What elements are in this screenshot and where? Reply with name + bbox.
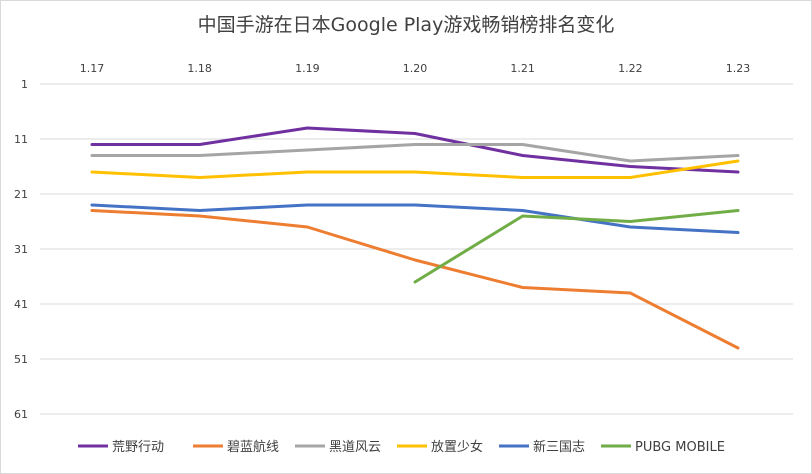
y-tick-label: 31 — [14, 243, 28, 256]
series-lines — [90, 126, 740, 350]
x-tick-label: 1.21 — [510, 62, 535, 75]
chart-title: 中国手游在日本Google Play游戏畅销榜排名变化 — [198, 14, 615, 36]
x-tick-label: 1.23 — [726, 62, 751, 75]
legend-label: 荒野行动 — [112, 440, 164, 455]
series-line-2 — [90, 209, 740, 350]
y-tick-label: 51 — [14, 353, 28, 366]
legend-label: 黑道风云 — [329, 440, 381, 455]
series-line-4 — [90, 159, 740, 179]
y-tick-label: 61 — [14, 408, 28, 421]
legend-label: 碧蓝航线 — [227, 439, 279, 455]
y-tick-label: 1 — [21, 78, 28, 91]
legend-label: 新三国志 — [533, 439, 585, 455]
gridlines — [40, 83, 793, 415]
series-line-1 — [90, 126, 740, 174]
y-tick-label: 41 — [14, 298, 28, 311]
x-tick-label: 1.22 — [618, 62, 643, 75]
x-tick-label: 1.19 — [295, 62, 320, 75]
y-tick-label: 11 — [14, 133, 28, 146]
series-line-3 — [90, 143, 740, 163]
x-axis-ticks: 1.17 1.18 1.19 1.20 1.21 1.22 1.23 — [80, 62, 751, 75]
x-tick-label: 1.20 — [403, 62, 428, 75]
series-line-6 — [413, 209, 740, 284]
legend-label: PUBG MOBILE — [635, 440, 725, 455]
x-tick-label: 1.17 — [80, 62, 105, 75]
y-tick-label: 21 — [14, 188, 28, 201]
series-line-5 — [90, 203, 740, 234]
legend-label: 放置少女 — [431, 439, 483, 455]
legend: 荒野行动 碧蓝航线 黑道风云 放置少女 新三国志 PUBG MOBILE — [78, 439, 725, 455]
x-tick-label: 1.18 — [187, 62, 212, 75]
